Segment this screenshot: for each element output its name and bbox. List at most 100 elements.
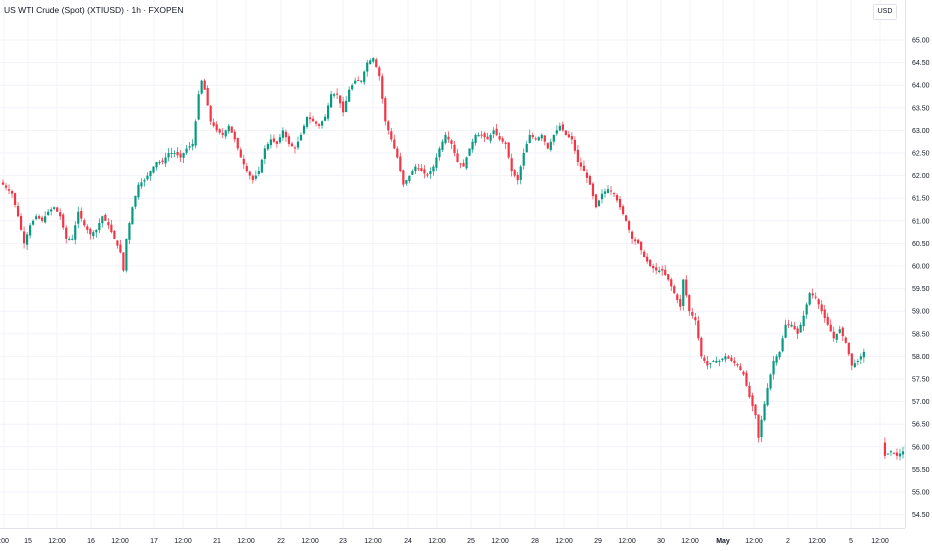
time-tick-label: 5	[849, 538, 853, 545]
candle-down	[288, 136, 290, 144]
candle-down	[508, 142, 510, 157]
candle-down	[318, 124, 320, 126]
time-tick-label: 12:00	[48, 538, 66, 545]
candle-up	[791, 325, 793, 327]
candle-down	[420, 168, 422, 171]
time-tick-label: 30	[657, 538, 665, 545]
candle-down	[517, 175, 519, 180]
candle-up	[279, 137, 281, 142]
candle-down	[399, 157, 401, 172]
price-tick-label: 63.50	[912, 105, 930, 112]
candle-down	[691, 312, 693, 316]
candle-down	[291, 144, 293, 147]
candle-down	[496, 129, 498, 135]
candle-up	[709, 363, 711, 364]
candle-up	[860, 356, 862, 359]
candle-down	[893, 453, 895, 454]
candle-up	[836, 334, 838, 340]
candle-down	[462, 163, 464, 167]
candle-down	[592, 184, 594, 196]
candle-down	[179, 153, 181, 157]
candle-up	[330, 94, 332, 107]
candle-down	[583, 166, 585, 171]
time-tick-label: 12:00	[871, 538, 889, 545]
time-tick-label: 23	[339, 538, 347, 545]
candle-down	[751, 395, 753, 406]
candle-down	[213, 122, 215, 126]
candle-up	[471, 142, 473, 150]
candle-up	[766, 388, 768, 405]
candle-down	[640, 242, 642, 250]
candle-up	[327, 106, 329, 119]
price-tick-label: 58.00	[912, 354, 930, 361]
candle-up	[490, 135, 492, 141]
candle-up	[781, 338, 783, 351]
candle-down	[797, 328, 799, 333]
price-axis[interactable]: 65.0064.5064.0063.5063.0062.5062.0061.50…	[905, 0, 932, 528]
candle-down	[703, 358, 705, 361]
candle-down	[815, 297, 817, 298]
candle-up	[899, 454, 901, 457]
candle-up	[785, 325, 787, 338]
candle-down	[309, 117, 311, 119]
candle-down	[23, 231, 25, 243]
candle-up	[158, 162, 160, 163]
candle-up	[264, 148, 266, 158]
candle-down	[402, 170, 404, 184]
candle-up	[432, 167, 434, 172]
currency-button[interactable]: USD	[873, 4, 897, 20]
candle-up	[550, 142, 552, 150]
candle-down	[562, 124, 564, 130]
candle-up	[526, 144, 528, 152]
candle-up	[803, 316, 805, 326]
candle-up	[724, 356, 726, 359]
candle-up	[152, 167, 154, 173]
candle-down	[595, 194, 597, 207]
candle-down	[56, 207, 58, 211]
price-plot[interactable]	[0, 0, 905, 528]
candle-down	[176, 152, 178, 155]
candle-down	[812, 293, 814, 295]
candle-down	[342, 101, 344, 112]
candle-down	[818, 299, 820, 304]
candle-down	[107, 222, 109, 225]
symbol-title[interactable]: US WTI Crude (Spot) (XTIUSD) · 1h · FXOP…	[4, 5, 183, 15]
candle-up	[195, 121, 197, 145]
candle-down	[532, 135, 534, 137]
candle-up	[300, 135, 302, 140]
candle-up	[854, 363, 856, 367]
candle-down	[827, 317, 829, 325]
candle-down	[821, 305, 823, 312]
candle-down	[417, 168, 419, 169]
candle-down	[315, 121, 317, 123]
price-tick-label: 63.00	[912, 128, 930, 135]
candle-down	[65, 228, 67, 239]
candle-down	[390, 131, 392, 139]
candle-down	[110, 225, 112, 232]
candle-down	[62, 215, 64, 228]
chart-area[interactable]: US WTI Crude (Spot) (XTIUSD) · 1h · FXOP…	[0, 0, 905, 528]
candle-down	[652, 266, 654, 268]
candle-up	[769, 374, 771, 388]
price-tick-label: 61.00	[912, 218, 930, 225]
candle-down	[610, 190, 612, 191]
candle-up	[538, 137, 540, 140]
candle-down	[622, 206, 624, 214]
price-tick-label: 65.00	[912, 38, 930, 45]
candle-up	[809, 293, 811, 304]
candle-down	[231, 126, 233, 132]
candle-down	[845, 338, 847, 343]
candle-down	[851, 353, 853, 365]
candle-up	[354, 81, 356, 84]
candle-down	[210, 106, 212, 121]
candle-down	[378, 67, 380, 76]
candle-down	[646, 257, 648, 262]
candle-up	[137, 185, 139, 198]
candle-up	[435, 158, 437, 168]
candle-down	[447, 137, 449, 140]
candle-down	[514, 170, 516, 175]
candle-up	[360, 81, 362, 82]
candle-down	[276, 141, 278, 144]
grid-lines	[0, 0, 905, 528]
